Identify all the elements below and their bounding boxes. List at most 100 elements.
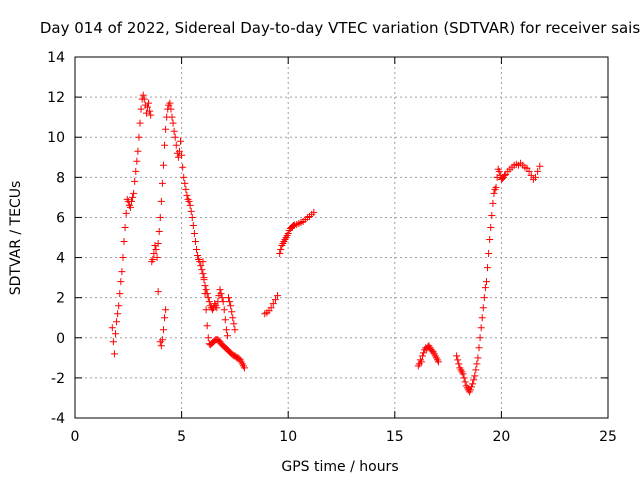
data-point [178,151,186,159]
data-point [501,171,509,179]
data-point [121,223,129,231]
data-point [159,161,167,169]
data-point [114,310,122,318]
data-point [472,366,480,374]
data-point [204,294,212,302]
data-point [420,349,428,357]
data-point [488,211,496,219]
data-point [200,274,208,282]
data-point [419,352,427,360]
data-point [310,208,318,216]
data-point [202,286,210,294]
data-point [490,189,498,197]
data-point [269,300,277,308]
data-point [119,254,127,262]
data-point [267,304,275,312]
data-point [229,314,237,322]
data-point [179,163,187,171]
data-point [118,268,126,276]
data-point [145,99,153,107]
data-point [113,318,121,326]
y-tick-label: 10 [47,130,65,146]
data-point [188,213,196,221]
data-point [161,141,169,149]
data-point [129,193,137,201]
data-point [484,264,492,272]
data-point [131,177,139,185]
data-point [154,288,162,296]
data-point [153,254,161,262]
y-tick-label: -4 [51,411,65,427]
data-point [417,358,425,366]
axis-ticks [74,56,609,419]
data-point [227,302,235,310]
data-point [487,223,495,231]
x-tick-label: 10 [279,429,297,445]
data-point [226,298,234,306]
y-tick-label: 2 [56,291,65,307]
data-point [194,252,202,260]
x-tick-label: 25 [599,429,617,445]
data-point [479,304,487,312]
data-point [532,173,540,181]
data-point [276,250,284,258]
data-point [240,364,248,372]
data-point [140,95,148,103]
data-point [199,270,207,278]
data-point [187,207,195,215]
data-point [477,324,485,332]
data-point [166,99,174,107]
data-point [228,308,236,316]
y-axis-label: SDTVAR / TECUs [8,181,24,296]
data-point [492,183,500,191]
data-point [181,179,189,187]
data-point [466,386,474,394]
data-point [534,167,542,175]
y-tick-label: 8 [56,170,65,186]
grid-lines [75,57,608,418]
x-tick-labels: 0 5 10 15 20 25 [71,429,617,445]
data-point [162,306,170,314]
data-point [158,336,166,344]
data-point [230,320,238,328]
data-point [435,358,443,366]
data-point [481,284,489,292]
data-point [157,342,165,350]
data-point [220,306,228,314]
data-point [110,350,118,358]
data-point [274,292,282,300]
data-point [154,240,162,248]
data-point [199,258,207,266]
data-point [155,227,163,235]
data-point [147,111,155,119]
data-point [461,378,469,386]
x-tick-label: 20 [492,429,510,445]
data-point [225,294,233,302]
data-point [231,326,239,334]
data-point [223,332,231,340]
data-point [109,338,117,346]
y-tick-label: 4 [56,251,65,267]
data-points [108,91,544,396]
data-point [454,356,462,364]
data-point [132,167,140,175]
data-point [171,133,179,141]
data-point [197,262,205,270]
data-point [217,290,225,298]
y-tick-label: 14 [47,50,65,66]
data-point [271,296,279,304]
data-point [284,229,292,237]
data-point [161,314,169,322]
data-point [185,197,193,205]
data-point [460,374,468,382]
y-tick-label: 12 [47,90,65,106]
data-point [180,173,188,181]
data-point [478,314,486,322]
data-point [198,266,206,274]
data-point [168,113,176,121]
data-point [120,238,128,246]
data-point [162,125,170,133]
data-point [482,278,490,286]
data-point [476,334,484,342]
